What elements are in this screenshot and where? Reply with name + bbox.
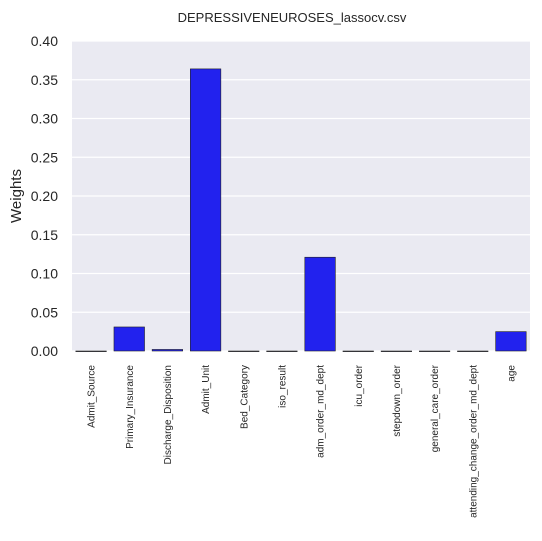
x-tick-label: iso_result: [277, 365, 288, 408]
x-tick-label: attending_change_order_md_dept: [468, 365, 479, 518]
bar-stepdown_order: [380, 350, 412, 352]
x-tick-label: age: [506, 365, 517, 382]
bar-icu_order: [342, 350, 374, 352]
x-tick-label: Primary_Insurance: [125, 365, 136, 449]
y-tick-label: 0.35: [31, 72, 58, 88]
y-tick-label: 0.25: [31, 149, 58, 165]
bar-age: [495, 331, 527, 352]
x-tick-label: stepdown_order: [392, 364, 403, 436]
x-tick-label: general_care_order: [430, 364, 441, 452]
y-tick-label: 0.05: [31, 304, 58, 320]
bar-Primary_Insurance: [113, 326, 145, 352]
x-tick-label: Discharge_Disposition: [163, 365, 174, 465]
bar-adm_order_md_dept: [304, 256, 336, 352]
bar-iso_result: [266, 350, 298, 352]
y-gridlines: [72, 40, 530, 352]
x-tick-label: icu_order: [354, 364, 365, 406]
y-tick-label: 0.30: [31, 111, 58, 127]
bar-Discharge_Disposition: [151, 349, 183, 352]
y-tick-label: 0.10: [31, 266, 58, 282]
y-tick-label: 0.20: [31, 188, 58, 204]
bar-Bed_Category: [228, 350, 260, 352]
bar-Admit_Source: [75, 350, 107, 352]
y-tick-label: 0.15: [31, 227, 58, 243]
chart-title: DEPRESSIVENEUROSES_lassocv.csv: [178, 10, 407, 25]
bar-Admit_Unit: [190, 68, 222, 352]
x-axis-ticks: Admit_Source Primary_Insurance Discharge_D…: [87, 364, 518, 518]
bar-general_care_order: [419, 350, 451, 352]
y-tick-label: 0.00: [31, 343, 58, 359]
bar-attending_change_order_md_dept: [457, 350, 489, 352]
x-tick-label: adm_order_md_dept: [316, 365, 327, 458]
x-tick-label: Admit_Source: [87, 365, 98, 428]
y-axis-label: Weights: [8, 169, 25, 223]
x-tick-label: Admit_Unit: [201, 365, 212, 414]
x-tick-label: Bed_Category: [239, 365, 250, 429]
y-axis-ticks: 0.00 0.05 0.10 0.15 0.20 0.25 0.30 0.35 0.40: [31, 33, 58, 359]
y-tick-label: 0.40: [31, 33, 58, 49]
bars: [75, 68, 527, 352]
